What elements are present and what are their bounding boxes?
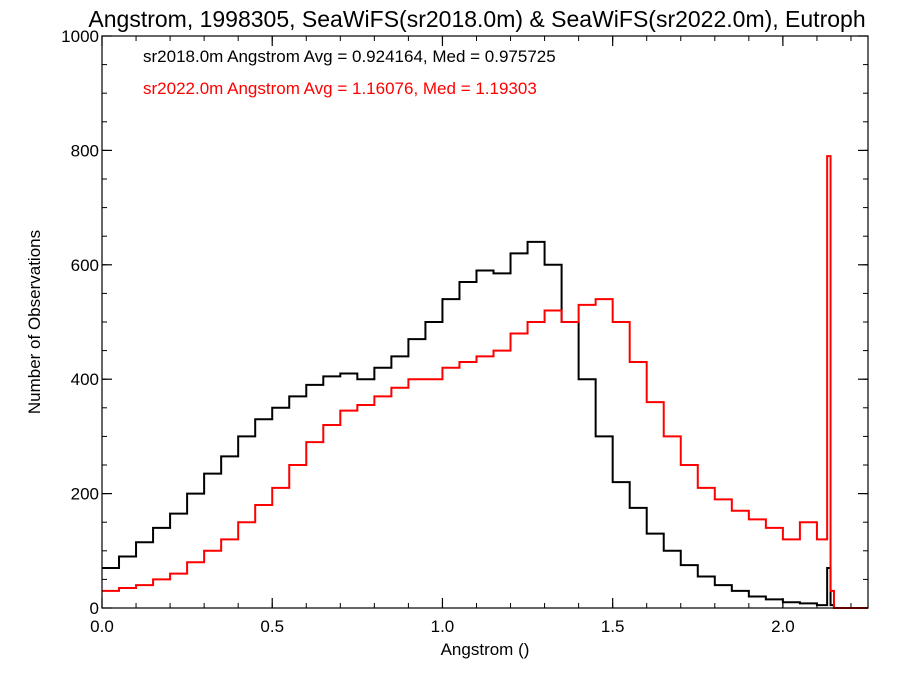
y-tick-label: 0 [90, 599, 99, 618]
y-axis-label: Number of Observations [25, 230, 44, 414]
y-tick-label: 1000 [61, 27, 99, 46]
y-tick-label: 400 [71, 370, 99, 389]
y-tick-label: 200 [71, 485, 99, 504]
annotation-sr2022: sr2022.0m Angstrom Avg = 1.16076, Med = … [143, 79, 537, 98]
plot-frame [101, 35, 869, 609]
annotation-sr2018: sr2018.0m Angstrom Avg = 0.924164, Med =… [143, 47, 556, 66]
x-tick-label: 0.0 [90, 617, 114, 636]
y-tick-label: 600 [71, 256, 99, 275]
series-layer [102, 155, 868, 609]
series-line-sr2022.0m [102, 155, 868, 609]
x-tick-label: 0.5 [260, 617, 284, 636]
chart-title: Angstrom, 1998305, SeaWiFS(sr2018.0m) & … [88, 6, 865, 32]
y-tick-label: 800 [71, 141, 99, 160]
x-tick-label: 1.5 [601, 617, 625, 636]
axis-layer: 0.0 0.5 1.0 1.5 2.0 0 200 400 600 800 1000 [61, 27, 868, 636]
x-axis-label: Angstrom () [441, 640, 530, 659]
series-line-sr2018.0m [102, 240, 868, 609]
x-tick-label: 1.0 [431, 617, 455, 636]
x-tick-label: 2.0 [771, 617, 795, 636]
